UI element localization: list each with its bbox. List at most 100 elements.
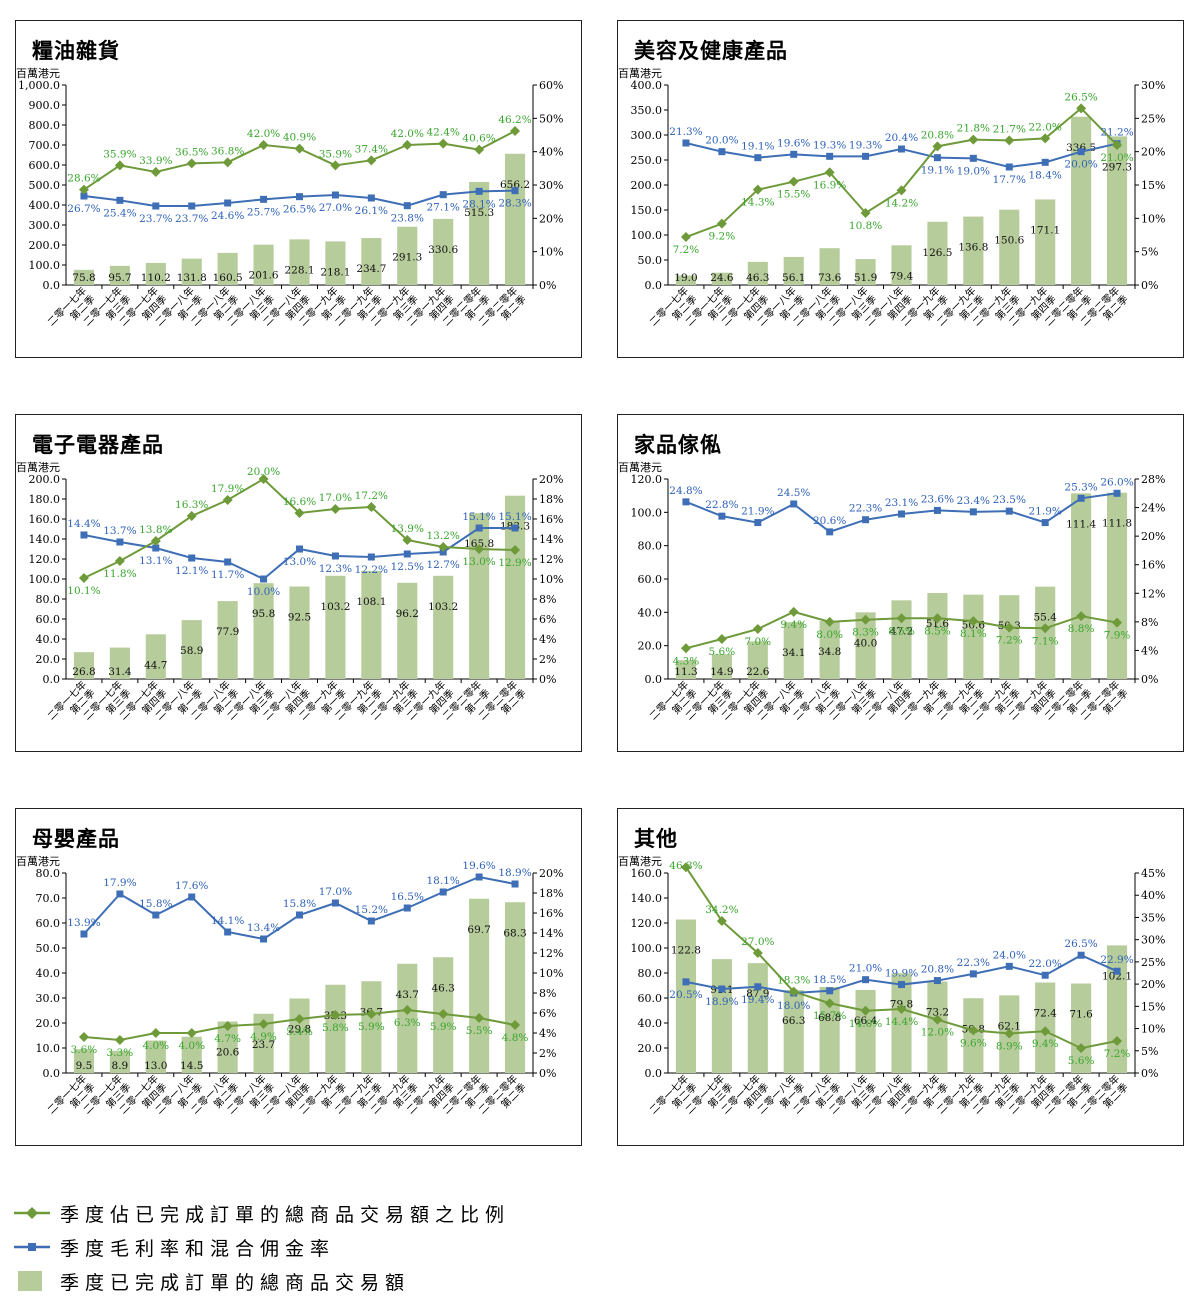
y-tick-label: 80.0	[36, 593, 61, 606]
margin-point	[1005, 962, 1013, 970]
y-tick-label: 500.0	[29, 179, 61, 192]
ratio-data-label: 12.0%	[921, 1027, 954, 1039]
y2-tick-label: 0%	[539, 279, 556, 292]
y-tick-label: 0.0	[43, 279, 61, 292]
ratio-data-label: 42.0%	[247, 128, 280, 140]
y2-tick-label: 15%	[1141, 179, 1165, 192]
margin-data-label: 19.9%	[885, 968, 918, 980]
ratio-point	[222, 157, 233, 168]
gmv-data-label: 44.7	[144, 659, 167, 671]
ratio-point	[258, 140, 269, 150]
gmv-data-label: 111.4	[1066, 518, 1096, 530]
y2-tick-label: 0%	[539, 1067, 556, 1080]
y-tick-label: 300.0	[29, 219, 61, 232]
gmv-data-label: 330.6	[428, 244, 458, 256]
margin-data-label: 27.0%	[319, 202, 352, 214]
y2-tick-label: 6%	[539, 1007, 556, 1020]
gmv-data-label: 51.9	[854, 272, 877, 284]
gmv-bar	[1035, 199, 1056, 285]
gmv-bar	[253, 244, 274, 285]
chart-title: 母嬰產品	[32, 826, 120, 851]
margin-data-label: 18.9%	[705, 996, 738, 1008]
margin-point	[933, 506, 941, 514]
ratio-point	[330, 160, 341, 171]
margin-data-label: 13.1%	[139, 555, 172, 567]
gmv-bar	[927, 221, 948, 285]
y-tick-label: 400.0	[29, 199, 61, 212]
ratio-data-label: 5.8%	[322, 1022, 349, 1034]
ratio-data-label: 10.1%	[67, 585, 100, 597]
margin-point	[862, 516, 870, 524]
gmv-data-label: 291.3	[392, 252, 422, 264]
y-tick-label: 0.0	[645, 673, 663, 686]
y-tick-label: 60.0	[638, 992, 663, 1005]
gmv-bar	[73, 652, 95, 679]
gmv-data-label: 26.8	[72, 666, 95, 678]
margin-point	[790, 500, 798, 508]
margin-point	[403, 202, 411, 210]
margin-point	[152, 911, 160, 919]
ratio-point	[752, 184, 763, 195]
gmv-bar	[855, 259, 876, 285]
y2-tick-label: 0%	[1141, 1067, 1158, 1080]
gmv-data-label: 126.5	[922, 247, 952, 259]
ratio-point	[824, 998, 835, 1009]
ratio-data-label: 9.4%	[780, 619, 807, 631]
margin-point	[1077, 494, 1085, 502]
gmv-bar	[433, 575, 454, 679]
margin-data-label: 18.0%	[777, 1000, 810, 1012]
chart-panel-groceries: 糧油雜貨 百萬港元 0.0 100.0 200.0 300.0 400.0 500.0 60…	[15, 20, 582, 358]
margin-point	[116, 196, 124, 204]
ratio-data-label: 4.8%	[502, 1032, 529, 1044]
y-tick-label: 100.0	[631, 942, 663, 955]
ratio-point	[258, 474, 269, 484]
margin-point	[116, 538, 124, 546]
chart-title: 其他	[634, 826, 678, 851]
ratio-point	[402, 140, 413, 150]
ratio-point	[222, 495, 233, 505]
ratio-point	[860, 1005, 871, 1016]
gmv-bar	[109, 647, 130, 679]
ratio-point	[1040, 133, 1051, 144]
chart-panel-home-furniture: 家品傢俬 百萬港元 0.0 20.0 40.0 60.0 80.0 100.0 120.0 0…	[617, 414, 1184, 752]
margin-point	[682, 139, 690, 147]
y-tick-label: 350.0	[631, 104, 663, 117]
ratio-data-label: 46.2%	[498, 114, 531, 126]
ratio-point	[788, 986, 799, 997]
ratio-point	[896, 613, 907, 624]
margin-data-label: 26.5%	[1064, 938, 1097, 950]
y2-tick-label: 4%	[1141, 644, 1158, 657]
gmv-bar	[109, 1050, 130, 1073]
margin-data-label: 19.6%	[777, 137, 810, 149]
ratio-point	[1040, 623, 1051, 634]
y-axis-unit: 百萬港元	[618, 67, 662, 80]
y-tick-label: 160.0	[631, 867, 663, 880]
y-tick-label: 100.0	[631, 229, 663, 242]
y-tick-label: 1,000.0	[18, 79, 60, 92]
margin-point	[826, 987, 834, 995]
gmv-data-label: 68.8	[818, 1012, 841, 1024]
gmv-bar	[747, 641, 768, 679]
ratio-point	[510, 545, 521, 555]
y-tick-label: 400.0	[631, 79, 663, 92]
margin-data-label: 11.7%	[211, 569, 244, 581]
ratio-point	[114, 556, 125, 566]
gmv-data-label: 297.3	[1102, 161, 1132, 173]
margin-data-label: 21.9%	[1029, 506, 1062, 518]
y2-tick-label: 12%	[539, 947, 563, 960]
gmv-bar	[253, 1013, 274, 1073]
y-tick-label: 80.0	[638, 540, 663, 553]
gmv-data-label: 20.6	[216, 1047, 240, 1059]
margin-point	[898, 145, 905, 153]
ratio-point	[752, 624, 763, 634]
ratio-data-label: 8.8%	[1068, 623, 1095, 635]
y-tick-label: 0.0	[43, 1067, 61, 1080]
ratio-point	[402, 535, 413, 545]
gmv-bar	[109, 265, 130, 285]
margin-data-label: 23.8%	[391, 213, 424, 225]
gmv-bar	[145, 1040, 166, 1073]
ratio-data-label: 40.9%	[283, 132, 316, 144]
margin-point	[511, 880, 519, 888]
ratio-point	[860, 208, 871, 218]
gmv-data-label: 95.8	[252, 608, 275, 620]
